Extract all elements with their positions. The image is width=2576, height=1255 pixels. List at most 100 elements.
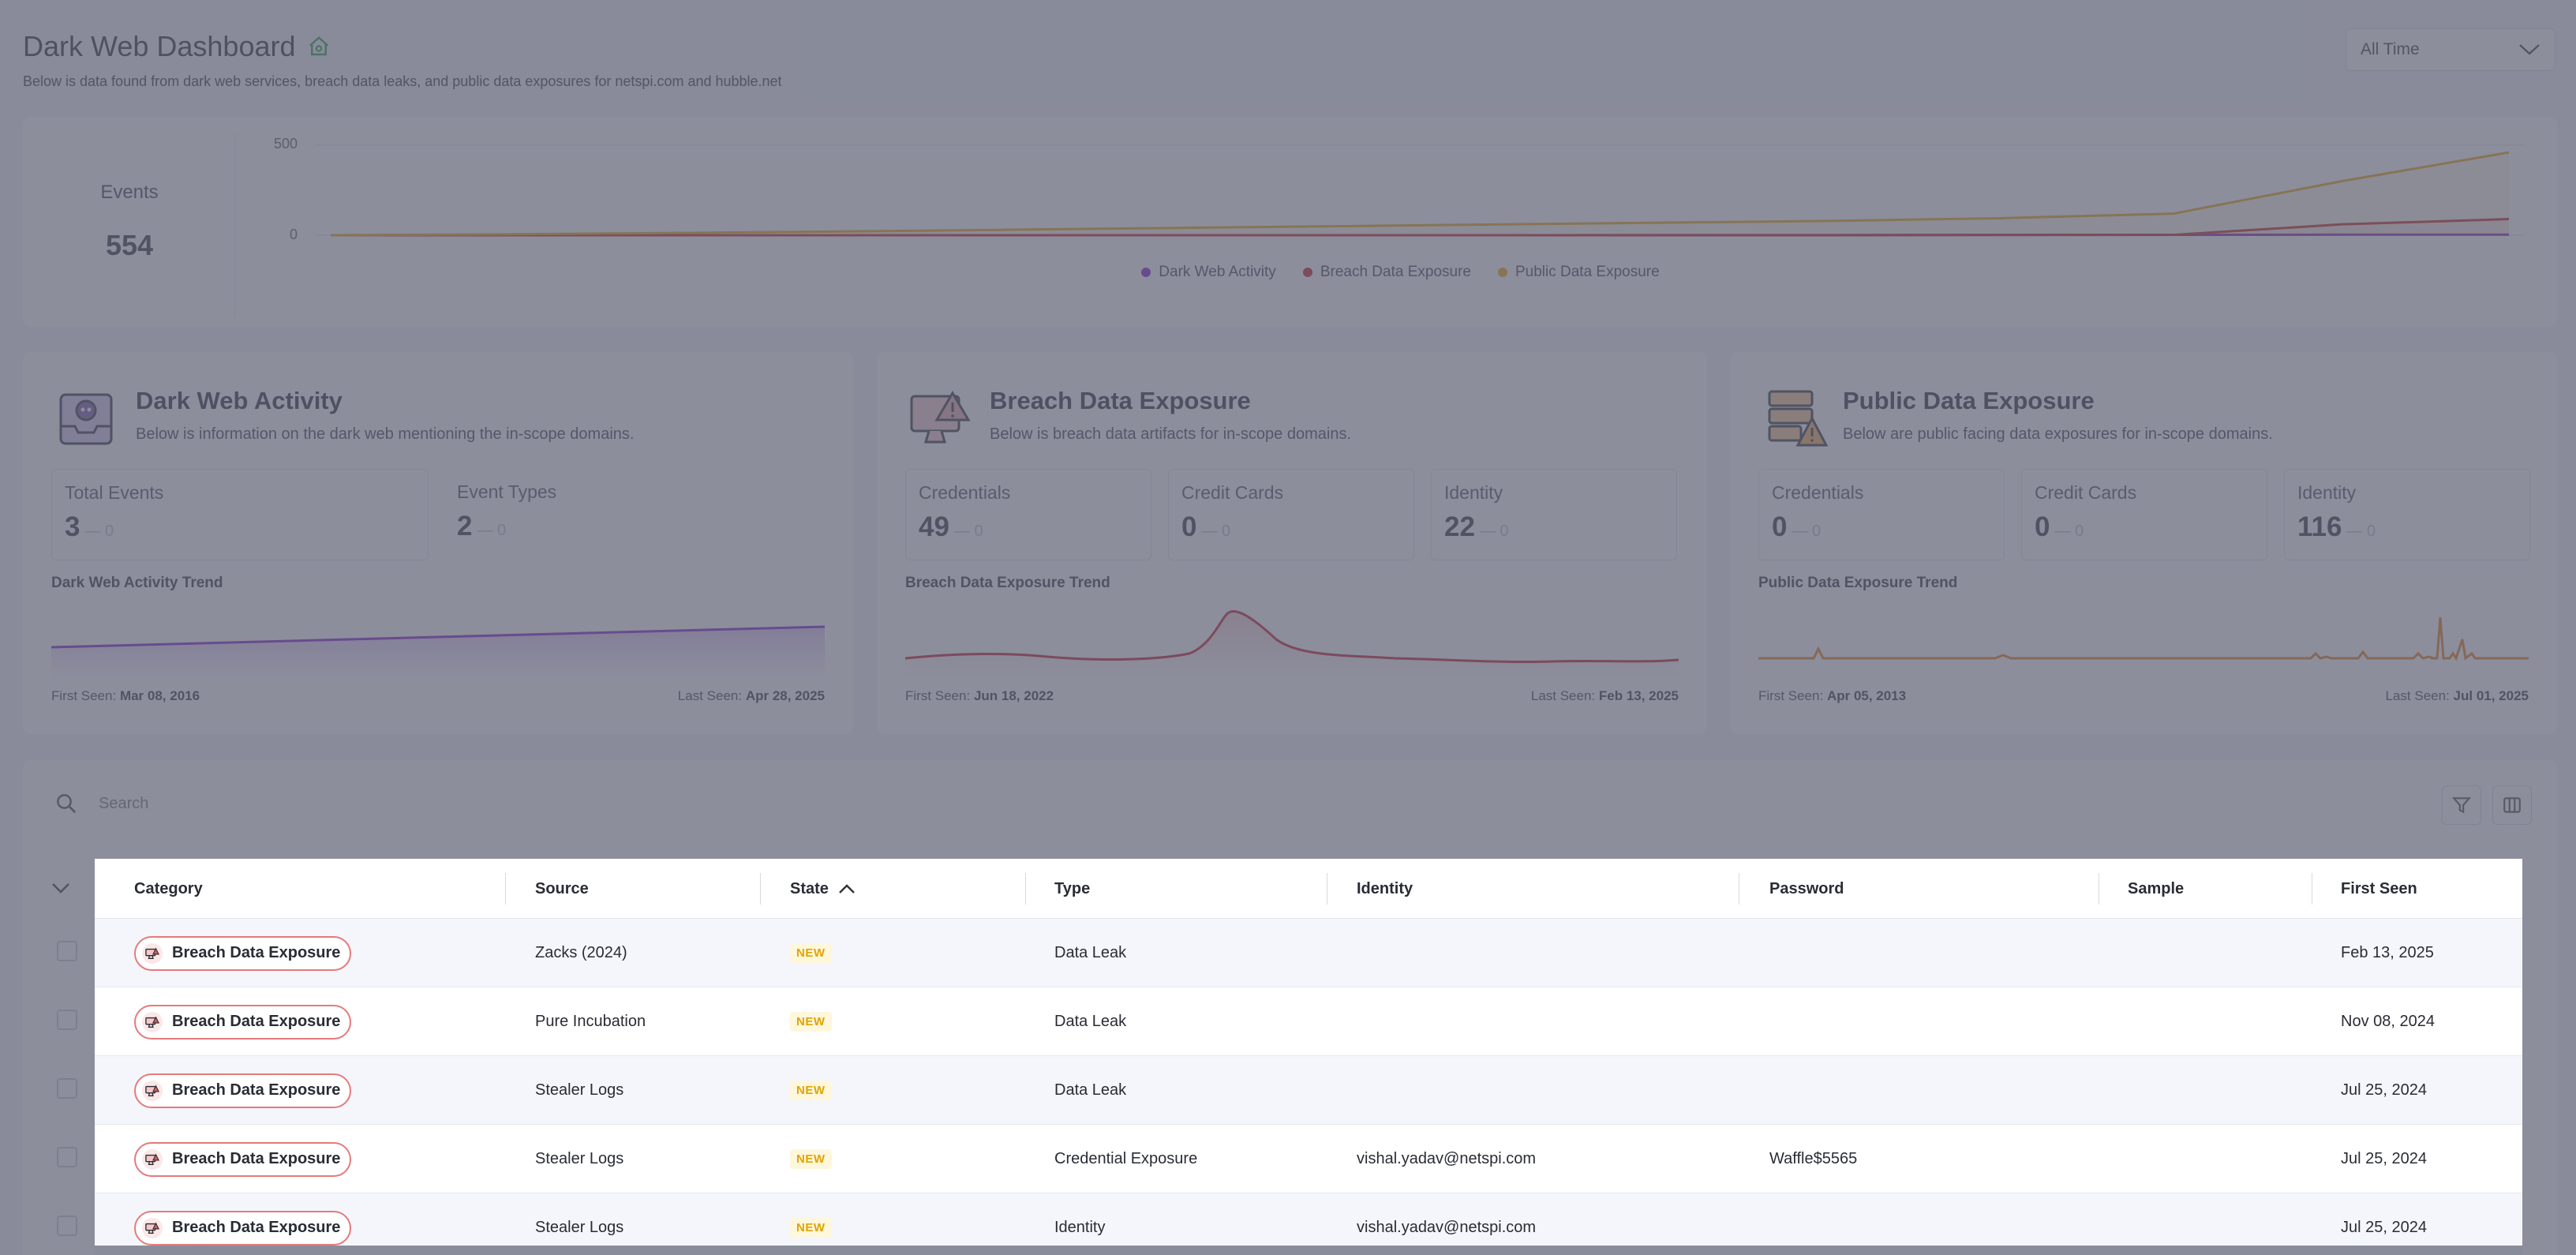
cell-type: Data Leak — [1054, 1056, 1126, 1125]
column-divider[interactable] — [760, 873, 761, 905]
row-checkbox[interactable] — [57, 1078, 77, 1099]
cell-state: NEW — [790, 919, 832, 987]
cell-first-seen: Feb 13, 2025 — [2341, 919, 2434, 987]
table-row[interactable]: Breach Data Exposure Stealer Logs NEW Data … — [95, 1056, 2522, 1125]
columns-icon — [2503, 797, 2521, 813]
module-title: Breach Data Exposure — [990, 387, 1251, 414]
column-header-first-seen[interactable]: First Seen — [2341, 879, 2417, 897]
state-badge: NEW — [790, 1149, 832, 1169]
column-divider[interactable] — [1025, 873, 1026, 905]
cell-text: Waffle$5565 — [1769, 1150, 1858, 1167]
column-divider[interactable] — [505, 873, 506, 905]
time-range-select[interactable]: All Time — [2346, 28, 2555, 71]
column-header-type[interactable]: Type — [1054, 879, 1091, 897]
last-seen: Last Seen: Jul 01, 2025 — [2386, 688, 2529, 704]
column-header-state[interactable]: State — [790, 859, 856, 919]
columns-button[interactable] — [2492, 785, 2532, 825]
breach-trend-sparkline — [905, 610, 1679, 680]
legend-dot — [1141, 267, 1151, 277]
cell-text: Data Leak — [1054, 1013, 1127, 1030]
stat-delta: — 0 — [1792, 523, 1822, 540]
stat-identity: Identity 22— 0 — [1431, 469, 1677, 560]
column-header-identity[interactable]: Identity — [1357, 879, 1413, 897]
row-checkbox[interactable] — [57, 1147, 77, 1167]
cell-category: Breach Data Exposure — [134, 919, 352, 987]
chart-legend: Dark Web Activity Breach Data Exposure P… — [23, 264, 2557, 281]
skull-inbox-icon — [59, 393, 113, 445]
stat-credentials: Credentials 0— 0 — [1758, 469, 2005, 560]
legend-item-dark-web[interactable]: Dark Web Activity — [1141, 264, 1276, 281]
stat-value: 22— 0 — [1444, 511, 1664, 543]
cell-text: Jul 25, 2024 — [2341, 1150, 2427, 1167]
cell-first-seen: Jul 25, 2024 — [2341, 1125, 2427, 1193]
category-pill[interactable]: Breach Data Exposure — [134, 1141, 352, 1177]
cell-category: Breach Data Exposure — [134, 1056, 352, 1125]
cell-category: Breach Data Exposure — [134, 1193, 352, 1255]
cell-source: Pure Incubation — [535, 987, 646, 1056]
filter-button[interactable] — [2442, 785, 2481, 825]
table-row[interactable]: Breach Data Exposure Pure Incubation NEW Da… — [95, 987, 2522, 1056]
table-row[interactable]: Breach Data Exposure Stealer Logs NEW Crede… — [95, 1125, 2522, 1193]
stat-label: Identity — [2297, 482, 2357, 503]
state-badge: NEW — [790, 1218, 832, 1238]
events-trend-chart: 500 0 — [274, 136, 2525, 242]
cell-source: Stealer Logs — [535, 1125, 623, 1193]
column-header-category[interactable]: Category — [134, 879, 203, 897]
cell-text: Pure Incubation — [535, 1013, 646, 1030]
row-checkbox[interactable] — [57, 1216, 77, 1236]
stat-label: Credentials — [1772, 482, 1864, 503]
column-header-state-label: State — [790, 879, 829, 897]
category-label: Breach Data Exposure — [172, 944, 341, 961]
category-pill[interactable]: Breach Data Exposure — [134, 1004, 352, 1040]
column-header-password[interactable]: Password — [1769, 879, 1844, 897]
legend-item-public[interactable]: Public Data Exposure — [1497, 264, 1660, 281]
column-header-sample[interactable]: Sample — [2128, 879, 2185, 897]
cell-text: Jul 25, 2024 — [2341, 1081, 2427, 1099]
row-checkbox[interactable] — [57, 941, 77, 961]
first-seen-label: First Seen: — [905, 688, 971, 703]
column-header-source[interactable]: Source — [535, 879, 589, 897]
cell-type: Credential Exposure — [1054, 1125, 1197, 1193]
cell-type: Identity — [1054, 1193, 1105, 1255]
category-label: Breach Data Exposure — [172, 1081, 341, 1099]
cell-text: Zacks (2024) — [535, 944, 627, 961]
category-pill[interactable]: Breach Data Exposure — [134, 1073, 352, 1108]
row-select-column — [23, 859, 95, 1255]
cell-identity: vishal.yadav@netspi.com — [1357, 1125, 1536, 1193]
stat-delta: — 0 — [84, 523, 114, 540]
cell-first-seen: Jul 25, 2024 — [2341, 1056, 2427, 1125]
stat-label: Credentials — [919, 482, 1011, 503]
cell-source: Zacks (2024) — [535, 919, 627, 987]
stat-label: Credit Cards — [2035, 482, 2137, 503]
chevron-down-icon — [2519, 44, 2540, 55]
stat-event-types: Event Types 2— 0 — [444, 469, 822, 560]
last-seen-value: Apr 28, 2025 — [745, 688, 825, 703]
module-card-dark-web: Dark Web Activity Below is information o… — [23, 352, 853, 734]
row-checkbox[interactable] — [57, 1010, 77, 1030]
stat-label: Credit Cards — [1181, 482, 1284, 503]
category-pill[interactable]: Breach Data Exposure — [134, 1210, 352, 1246]
first-seen-value: Mar 08, 2016 — [119, 688, 200, 703]
stat-credit-cards: Credit Cards 0— 0 — [2021, 469, 2267, 560]
legend-item-breach[interactable]: Breach Data Exposure — [1302, 264, 1471, 281]
collapse-all-chevron-icon[interactable] — [50, 881, 72, 897]
module-subtitle: Below is information on the dark web men… — [136, 425, 635, 443]
cell-text: Credential Exposure — [1054, 1150, 1198, 1167]
table-row[interactable]: Breach Data Exposure Stealer Logs NEW Ident… — [95, 1193, 2522, 1255]
monitor-warning-icon — [142, 1217, 163, 1238]
table-header: Category Source State Type Identity Pass… — [95, 859, 2522, 919]
cell-state: NEW — [790, 1056, 832, 1125]
module-card-breach: Breach Data Exposure Below is breach dat… — [877, 352, 1707, 734]
stat-number: 22 — [1444, 511, 1475, 542]
table-row[interactable]: Breach Data Exposure Zacks (2024) NEW Data … — [95, 919, 2522, 987]
stat-credit-cards: Credit Cards 0— 0 — [1168, 469, 1414, 560]
public-trend-sparkline — [1758, 616, 2529, 661]
module-title: Dark Web Activity — [136, 387, 343, 414]
stat-number: 2 — [457, 511, 473, 541]
search-input[interactable] — [99, 784, 2308, 823]
category-pill[interactable]: Breach Data Exposure — [134, 935, 352, 971]
y-tick-label: 0 — [290, 227, 298, 242]
first-seen: First Seen: Mar 08, 2016 — [51, 688, 200, 704]
first-seen-label: First Seen: — [51, 688, 117, 703]
module-subtitle: Below is breach data artifacts for in-sc… — [990, 425, 1351, 443]
